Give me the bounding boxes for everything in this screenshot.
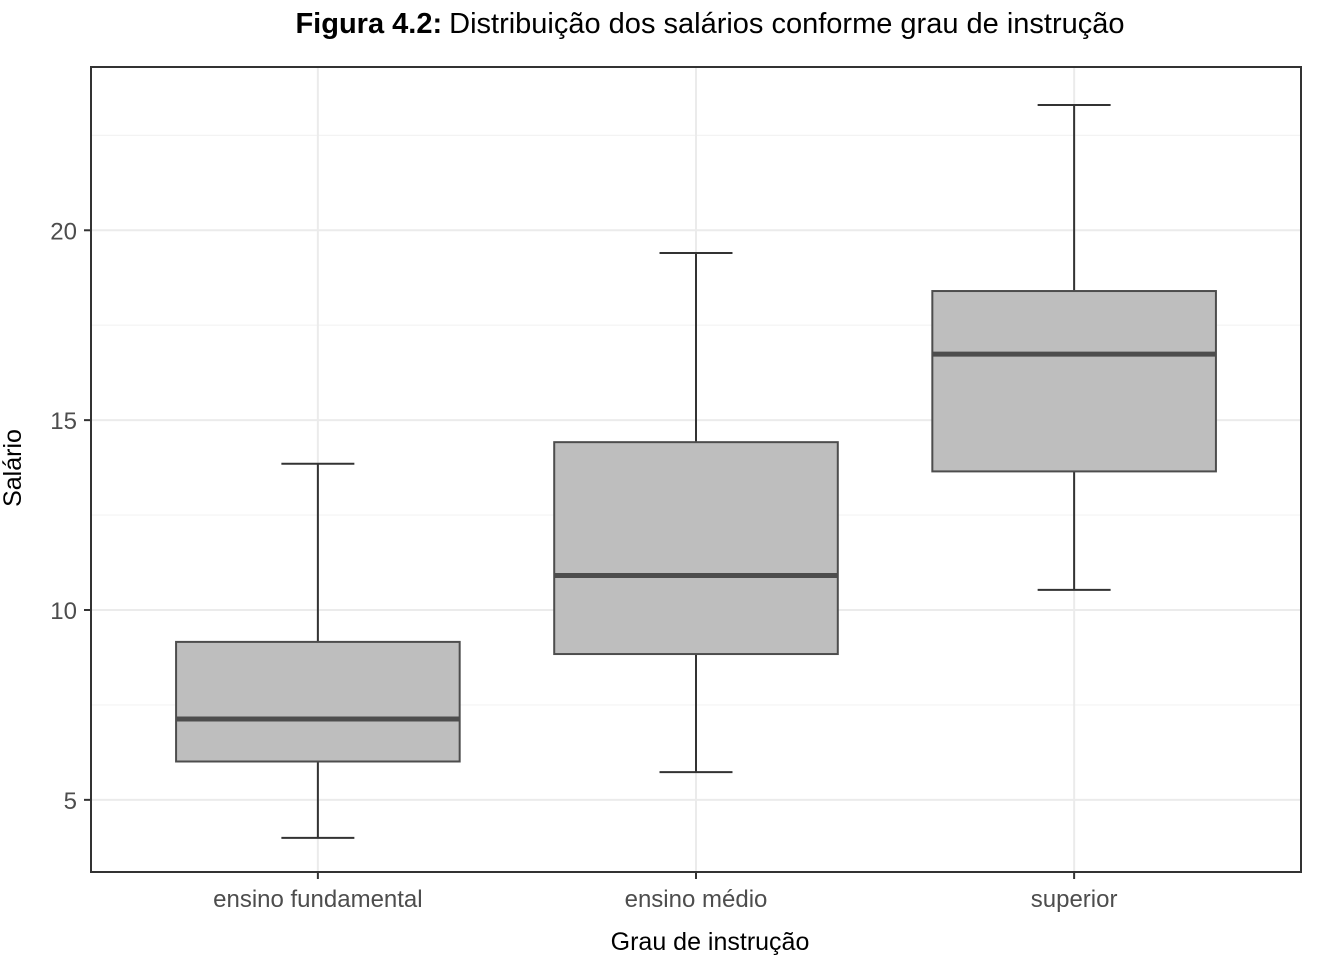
- x-tick-label: ensino médio: [625, 886, 768, 913]
- iqr-box: [931, 290, 1217, 473]
- y-tick-label: 15: [50, 408, 77, 435]
- iqr-box: [175, 640, 461, 763]
- box-0: [175, 462, 461, 839]
- x-tick-label: ensino fundamental: [213, 886, 422, 913]
- boxes: [175, 103, 1217, 839]
- axes: 5 10 15 20 ensino fundamental ensino médio sup…: [50, 66, 1302, 913]
- box-1: [553, 252, 839, 774]
- y-axis-title: Salário: [0, 429, 27, 507]
- y-tick-label: 20: [50, 218, 77, 245]
- box-2: [931, 103, 1217, 591]
- chart-title: Figura 4.2: Distribuição dos salários con…: [295, 8, 1124, 40]
- y-tick-label: 10: [50, 598, 77, 625]
- iqr-box: [553, 441, 839, 656]
- chart-title-text: Distribuição dos salários conforme grau …: [449, 8, 1124, 40]
- x-tick-label: superior: [1031, 886, 1118, 913]
- chart-title-prefix: Figura 4.2:: [295, 8, 442, 40]
- x-axis-title: Grau de instrução: [611, 928, 810, 956]
- y-tick-label: 5: [64, 788, 77, 815]
